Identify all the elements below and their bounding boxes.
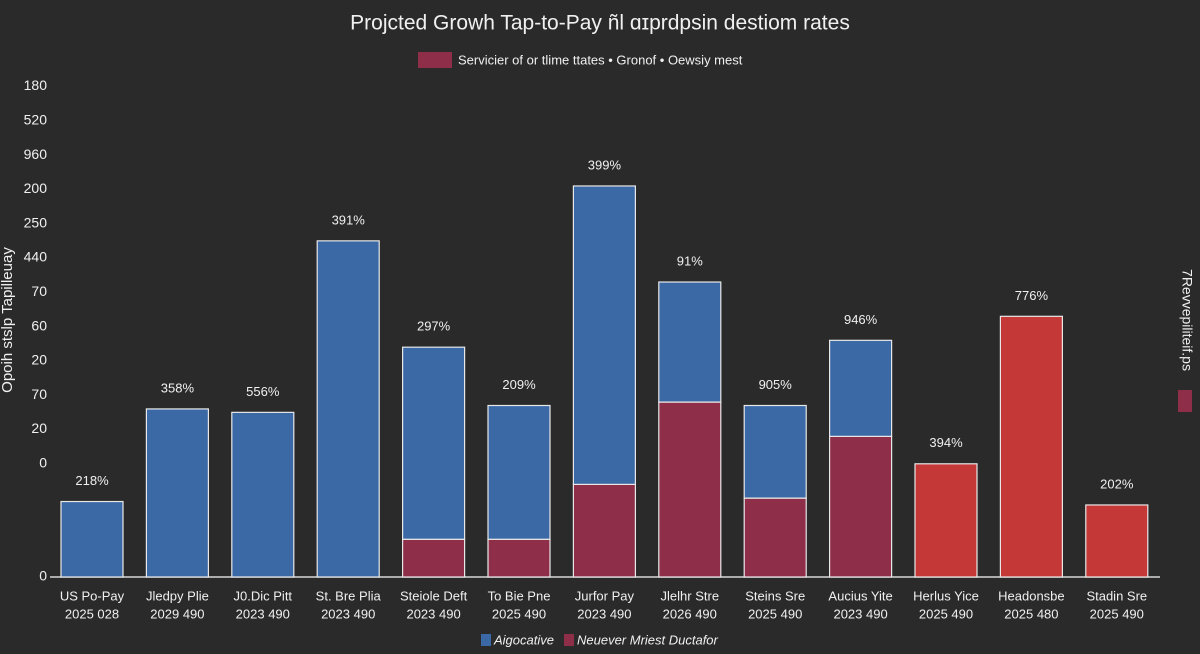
bar-label: 218% [75, 473, 109, 488]
y-axis-label: Opoih stslp Tapilleuay [0, 247, 16, 393]
x-tick-label: To Bie Pne [488, 588, 551, 603]
bar-label: 297% [417, 319, 451, 334]
x-tick-label: Stadin Sre [1086, 588, 1147, 603]
x-tick-label: Jledpy Plie [146, 588, 209, 603]
x-tick-sublabel: 2025 480 [1004, 606, 1058, 621]
y-tick-label: 180 [24, 77, 48, 93]
bar-label: 202% [1100, 476, 1134, 491]
right-label: 7Revvepiliteif.ps [1179, 269, 1195, 371]
bar-segment [316, 240, 380, 578]
legend-label: Neuever Mriest Ductafor [577, 632, 719, 647]
x-tick-sublabel: 2025 490 [919, 606, 973, 621]
x-tick-label: Steiole Deft [400, 588, 468, 603]
legend-swatch [563, 634, 574, 646]
bar-segment [145, 408, 209, 578]
chart-title: Projcted Growh Tap-to-Pay ñl ɑɪprdpsin d… [350, 12, 850, 35]
bar-segment [231, 411, 295, 578]
bar-segment [487, 404, 551, 540]
x-tick-sublabel: 2025 490 [1090, 606, 1144, 621]
y-tick-label: 0 [39, 568, 47, 584]
x-tick-label: Jurfor Pay [575, 588, 635, 603]
bar-label: 905% [759, 377, 793, 392]
bar-segment [487, 538, 551, 578]
y-tick-label: 0 [39, 455, 47, 471]
x-tick-sublabel: 2029 490 [150, 606, 204, 621]
x-tick-label: J0.Dic Pitt [234, 588, 293, 603]
bar-label: 91% [677, 253, 703, 268]
x-tick-label: Herlus Yice [913, 588, 979, 603]
bar-segment [743, 404, 807, 499]
y-tick-label: 20 [31, 352, 47, 368]
y-tick-label: 250 [24, 214, 48, 230]
subtitle: Servicier of or tlime ttates • Gronof • … [458, 52, 743, 67]
x-tick-label: Steins Sre [745, 588, 805, 603]
bar-segment [658, 281, 722, 403]
bar-label: 394% [929, 435, 963, 450]
bar-segment [572, 483, 637, 578]
y-tick-label: 20 [31, 420, 47, 436]
y-tick-label: 960 [24, 146, 48, 162]
bar-segment [743, 497, 807, 578]
bar-segment [402, 538, 466, 578]
bar-label: 209% [502, 377, 536, 392]
bar-label: 399% [588, 157, 622, 172]
x-tick-sublabel: 2023 490 [406, 606, 460, 621]
y-tick-label: 70 [31, 283, 47, 299]
y-tick-label: 520 [24, 112, 48, 128]
right-swatch [1178, 390, 1192, 412]
y-tick-label: 60 [31, 317, 47, 333]
bar-segment [828, 339, 893, 437]
bar-label: 391% [332, 212, 366, 227]
x-tick-sublabel: 2025 028 [65, 606, 119, 621]
bar-segment [914, 463, 978, 578]
legend-swatch [481, 634, 491, 646]
bar-segment [572, 185, 637, 485]
bar-segment [1085, 504, 1149, 578]
y-tick-label: 70 [31, 386, 47, 402]
x-tick-sublabel: 2023 490 [833, 606, 887, 621]
y-tick-label: 440 [24, 249, 48, 265]
x-tick-label: Headonsbe [998, 588, 1065, 603]
legend-swatch [418, 52, 452, 68]
bar-label: 358% [161, 380, 195, 395]
legend-label: Aigocative [493, 632, 554, 647]
bar-segment [402, 346, 466, 540]
x-tick-label: US Po-Pay [60, 588, 125, 603]
bar-segment [999, 315, 1064, 578]
x-tick-sublabel: 2023 490 [577, 606, 631, 621]
x-tick-sublabel: 2023 490 [236, 606, 290, 621]
x-tick-sublabel: 2023 490 [321, 606, 375, 621]
y-tick-label: 200 [24, 180, 48, 196]
bar-segment [828, 435, 893, 578]
bar-label: 946% [844, 312, 878, 327]
x-tick-label: St. Bre Plia [316, 588, 382, 603]
bar-label: 776% [1015, 288, 1049, 303]
x-tick-sublabel: 2025 490 [748, 606, 802, 621]
x-tick-sublabel: 2026 490 [663, 606, 717, 621]
bar-segment [60, 500, 124, 578]
bar-label: 556% [246, 384, 280, 399]
x-tick-label: Jlelhr Stre [661, 588, 720, 603]
x-tick-sublabel: 2025 490 [492, 606, 546, 621]
x-tick-label: Aucius Yite [828, 588, 892, 603]
bar-segment [658, 401, 722, 578]
